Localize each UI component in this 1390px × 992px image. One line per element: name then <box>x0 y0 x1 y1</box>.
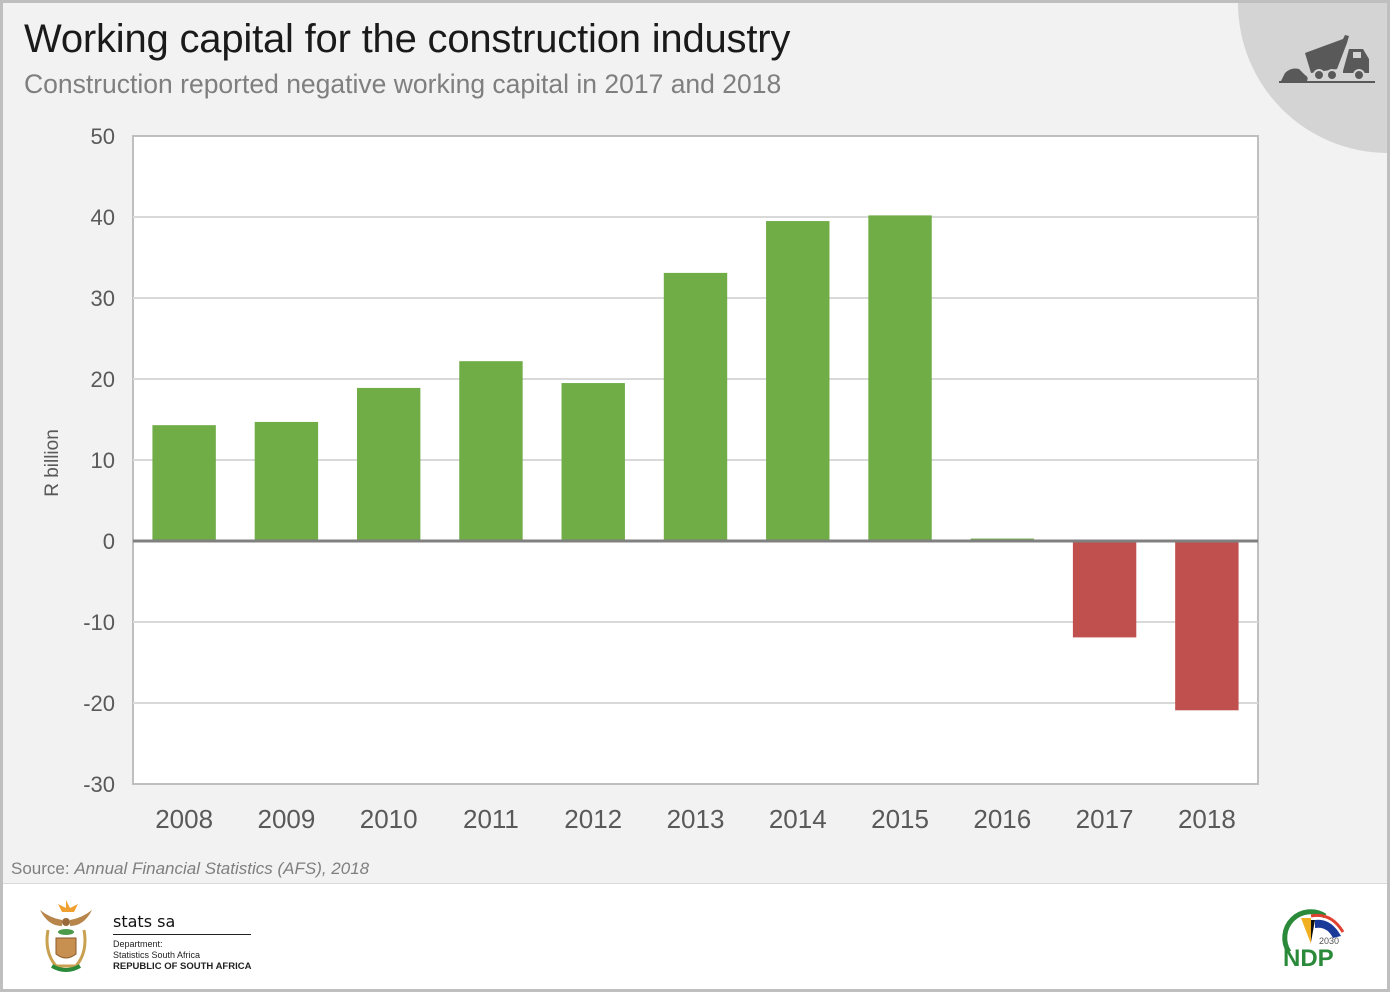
y-tick-label: 10 <box>91 448 115 473</box>
bar-2009 <box>254 421 319 541</box>
department-text: Department: Statistics South Africa REPU… <box>113 939 251 972</box>
bar-2012 <box>561 383 625 541</box>
bar-2010 <box>356 387 421 541</box>
x-tick-label: 2017 <box>1076 804 1134 834</box>
coat-of-arms-icon <box>40 900 92 972</box>
y-tick-label: -30 <box>83 772 115 797</box>
x-tick-labels: 2008 2009 2010 2011 2012 2013 2014 2015 2016 2017… <box>155 804 1236 834</box>
x-tick-label: 2016 <box>973 804 1031 834</box>
ndp-2030-logo-icon: 2030 NDP <box>1282 909 1345 970</box>
bar-2008 <box>152 425 216 541</box>
y-tick-label: -10 <box>83 610 115 635</box>
x-tick-label: 2009 <box>257 804 315 834</box>
y-axis-label: R billion <box>42 429 63 497</box>
org-name: stats sa <box>113 912 176 931</box>
y-tick-label: 0 <box>103 529 115 554</box>
bar-2017 <box>1072 541 1137 638</box>
org-divider <box>113 934 251 935</box>
x-tick-label: 2014 <box>769 804 827 834</box>
x-tick-label: 2008 <box>155 804 213 834</box>
dept-line-2: Statistics South Africa <box>113 950 201 960</box>
chart-title: Working capital for the construction ind… <box>24 17 791 61</box>
dept-line-1: Department: <box>113 939 163 949</box>
x-tick-label: 2013 <box>667 804 725 834</box>
y-tick-label: 20 <box>91 367 115 392</box>
dept-line-3: REPUBLIC OF SOUTH AFRICA <box>113 961 252 972</box>
x-tick-label: 2015 <box>871 804 929 834</box>
footer: stats sa Department: Statistics South Af… <box>3 883 1387 989</box>
source-note: Source: Annual Financial Statistics (AFS… <box>11 859 369 879</box>
y-tick-label: 50 <box>91 124 115 149</box>
bar-2018 <box>1175 541 1239 711</box>
bars <box>152 215 1239 711</box>
source-label: Source: <box>11 859 70 878</box>
bar-2013 <box>663 272 728 541</box>
y-tick-labels: 50 40 30 20 10 0 -10 -20 -30 <box>83 124 115 797</box>
ndp-year: 2030 <box>1319 936 1339 946</box>
y-tick-label: 40 <box>91 205 115 230</box>
x-tick-label: 2011 <box>463 804 519 834</box>
x-tick-label: 2012 <box>564 804 622 834</box>
x-tick-label: 2010 <box>360 804 418 834</box>
bar-2014 <box>766 221 830 542</box>
bar-2015 <box>868 215 932 541</box>
y-tick-label: 30 <box>91 286 115 311</box>
x-tick-label: 2018 <box>1178 804 1236 834</box>
source-text: Annual Financial Statistics (AFS), 2018 <box>74 859 370 878</box>
chart-subtitle: Construction reported negative working c… <box>24 69 782 99</box>
infographic-frame: Working capital for the construction ind… <box>3 3 1387 989</box>
bar-2011 <box>459 361 523 541</box>
y-tick-label: -20 <box>83 691 115 716</box>
ndp-label: NDP <box>1283 945 1334 970</box>
dump-truck-icon <box>1279 35 1375 83</box>
